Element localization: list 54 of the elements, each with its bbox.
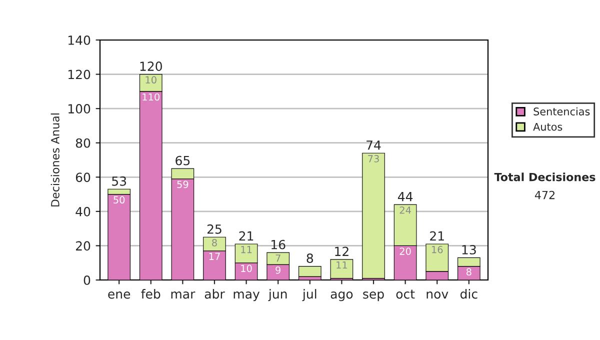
total-label: 74 xyxy=(366,140,381,150)
y-tick-label: 0 xyxy=(84,275,90,285)
total-label: 8 xyxy=(306,254,314,264)
x-tick-label: ago xyxy=(330,292,353,302)
y-tick-label: 140 xyxy=(68,35,90,45)
y-tick-label: 80 xyxy=(76,138,90,148)
y-axis-title: Decisiones Anual xyxy=(50,114,60,206)
text: Total Decisiones xyxy=(494,172,596,182)
total-label: 16 xyxy=(272,240,286,250)
total-label: 21 xyxy=(430,231,444,241)
legend-label: Autos xyxy=(533,122,562,131)
x-tick-label: abr xyxy=(204,289,225,299)
data-label: 11 xyxy=(336,261,347,269)
x-tick-label: jul xyxy=(302,289,316,302)
x-tick-label: feb xyxy=(141,289,160,299)
total-label: 21 xyxy=(239,231,254,241)
total-label: 12 xyxy=(335,246,348,256)
total-label: 120 xyxy=(140,62,162,72)
data-label: 24 xyxy=(400,206,411,214)
x-tick-label: mar xyxy=(171,292,196,299)
y-tick-label: 40 xyxy=(76,206,90,216)
data-label: 9 xyxy=(276,266,281,274)
data-label: 73 xyxy=(368,155,379,162)
data-label: 59 xyxy=(177,180,188,188)
data-label: 7 xyxy=(276,254,280,262)
total-label: 65 xyxy=(176,156,190,166)
data-label: 16 xyxy=(432,246,443,254)
data-label: 110 xyxy=(142,93,160,101)
y-tick-label: 120 xyxy=(68,70,90,80)
text: 472 xyxy=(534,190,554,200)
data-label: 11 xyxy=(241,246,252,254)
data-label: 8 xyxy=(212,239,217,246)
y-tick-label: 20 xyxy=(76,241,90,251)
x-tick-label: may xyxy=(234,292,260,302)
total-label: 25 xyxy=(207,224,222,234)
data-label: 20 xyxy=(400,248,411,255)
total-label: 53 xyxy=(112,176,126,186)
y-tick-label: 100 xyxy=(68,104,90,114)
x-tick-label: dic xyxy=(460,289,478,299)
total-label: 44 xyxy=(398,192,413,202)
y-tick-label: 60 xyxy=(76,172,90,182)
data-label: 17 xyxy=(209,252,220,260)
data-label: 8 xyxy=(466,268,472,276)
total-label: 13 xyxy=(462,244,476,254)
x-tick-label: oct xyxy=(396,290,415,299)
data-label: 50 xyxy=(114,196,125,204)
legend-label: Sentencias xyxy=(534,107,590,116)
x-tick-label: sep xyxy=(363,292,384,302)
x-tick-label: ene xyxy=(108,292,130,299)
bar xyxy=(298,266,322,277)
data-label: 10 xyxy=(241,264,252,272)
x-tick-label: nov xyxy=(426,292,448,299)
data-label: 10 xyxy=(146,76,156,84)
x-tick-label: jun xyxy=(268,289,287,302)
